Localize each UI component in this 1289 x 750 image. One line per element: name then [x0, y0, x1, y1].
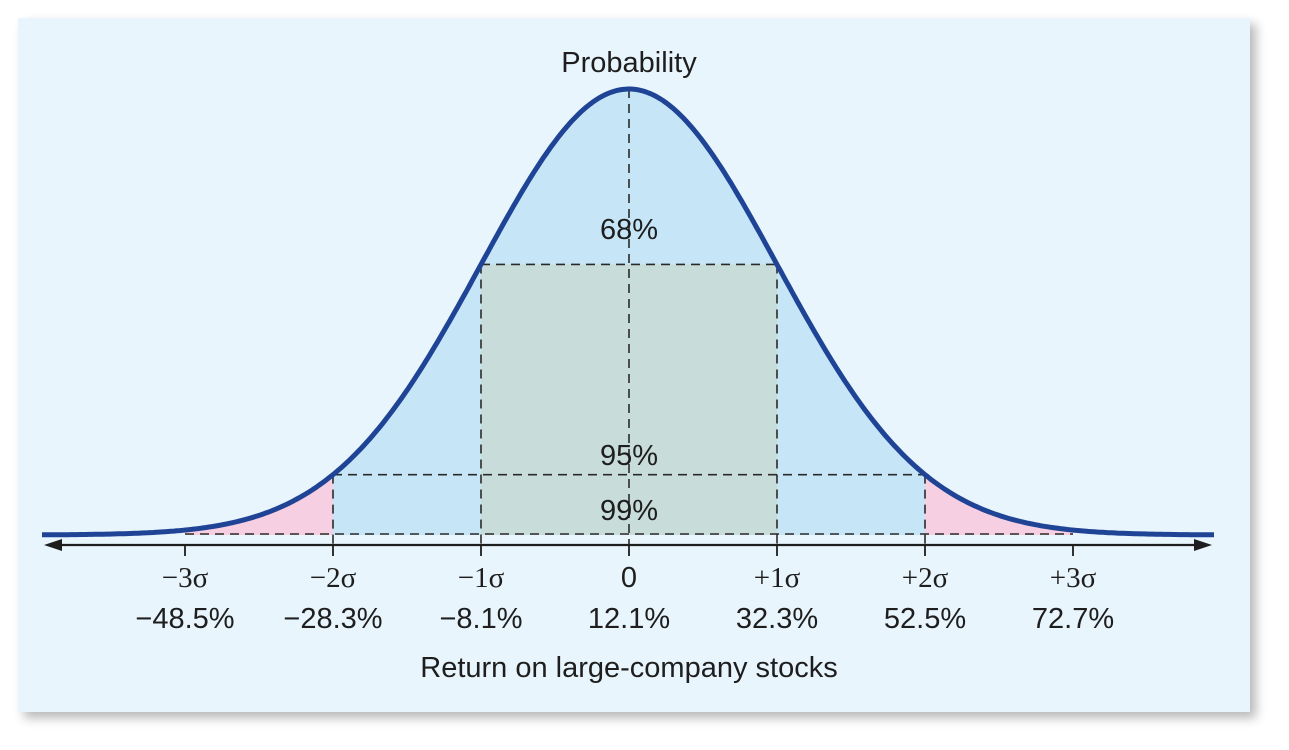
- sigma-tick-label: −1σ: [458, 562, 505, 594]
- return-tick-label: 72.7%: [1032, 603, 1114, 635]
- x-axis-left-arrow: [44, 539, 62, 551]
- one-sigma-rectangle: [481, 264, 777, 535]
- region-label-68pct: 68%: [600, 214, 658, 246]
- chart-title: Probability: [561, 47, 697, 79]
- sigma-tick-label: +1σ: [754, 562, 801, 594]
- sigma-tick-label: +3σ: [1050, 562, 1097, 594]
- region-label-99pct: 99%: [600, 495, 658, 527]
- return-tick-label: 52.5%: [884, 603, 966, 635]
- bell-curve: [42, 86, 1214, 538]
- x-axis-right-arrow: [1194, 539, 1212, 551]
- return-tick-label: 32.3%: [736, 603, 818, 635]
- region-label-95pct: 95%: [600, 440, 658, 472]
- sigma-tick-label: −2σ: [310, 562, 357, 594]
- sigma-tick-label: 0: [621, 562, 637, 594]
- return-tick-label: 12.1%: [588, 603, 670, 635]
- sigma-tick-label: +2σ: [902, 562, 949, 594]
- return-tick-label: −8.1%: [439, 603, 522, 635]
- sigma-tick-label: −3σ: [162, 562, 209, 594]
- x-axis-title: Return on large-company stocks: [420, 652, 837, 684]
- three-sigma-right-tail: [925, 474, 1073, 535]
- return-tick-label: −28.3%: [283, 603, 382, 635]
- return-tick-label: −48.5%: [135, 603, 234, 635]
- three-sigma-left-tail: [185, 474, 333, 535]
